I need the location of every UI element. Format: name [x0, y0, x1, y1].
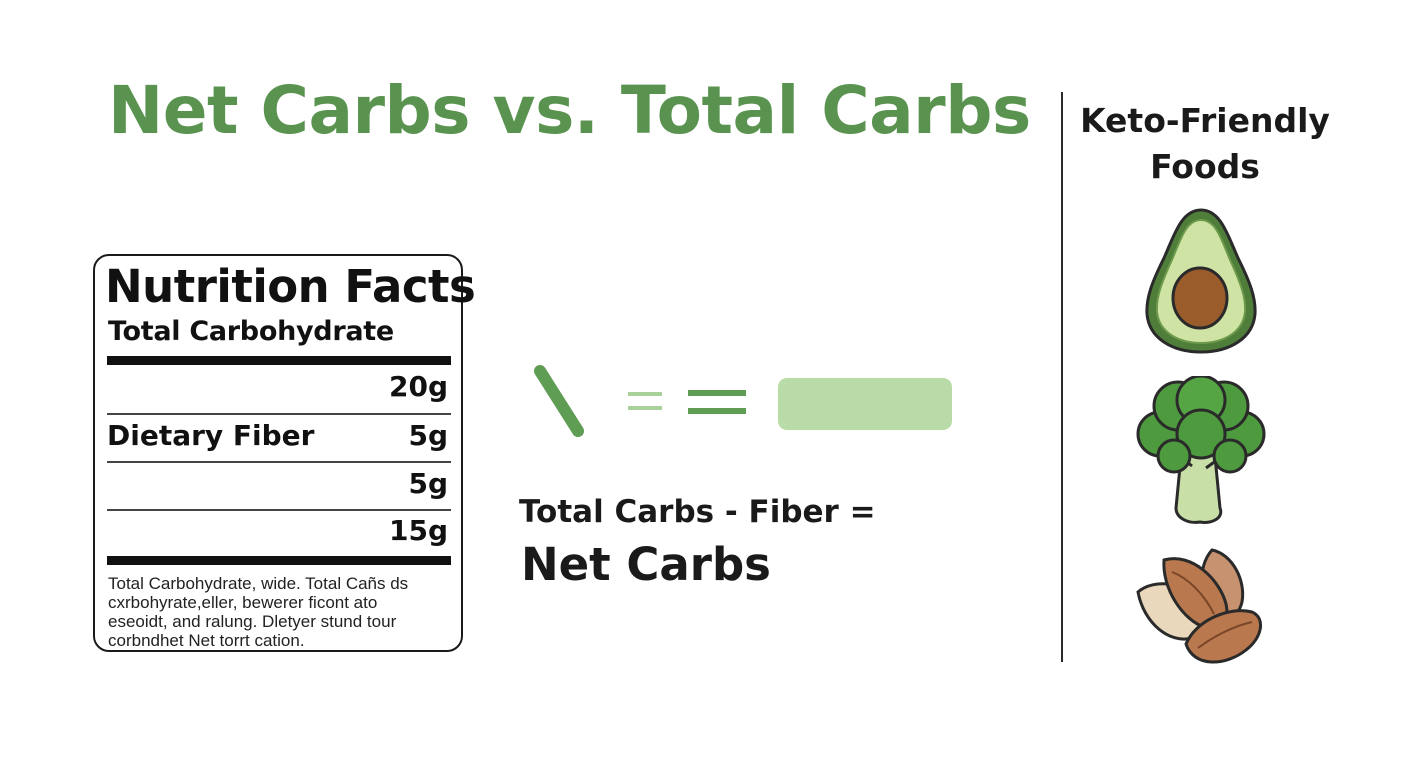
result-bar [778, 378, 952, 430]
nutrition-facts-label: Nutrition Facts Total Carbohydrate 20g D… [93, 254, 476, 652]
equals-top [688, 390, 746, 396]
broccoli-icon [1136, 376, 1266, 524]
keto-heading-line: Foods [1150, 147, 1260, 186]
formula-text: Total Carbs - Fiber = [519, 494, 876, 530]
equation-graphic [534, 365, 952, 437]
small-equals-bottom [628, 406, 662, 410]
minus-slash-icon [534, 365, 584, 437]
equals-bottom [688, 408, 746, 414]
nutrition-footnote: Total Carbohydrate, wide. Total Cañs ds … [108, 574, 454, 650]
keto-heading-line: Keto-Friendly [1080, 101, 1330, 140]
nutrition-facts-title: Nutrition Facts [105, 260, 476, 313]
thin-rule [107, 509, 451, 511]
net-carbs-value: 15g [388, 514, 448, 547]
thick-rule [107, 556, 451, 565]
total-carbs-value: 20g [388, 370, 448, 403]
footnote-line: Total Carbohydrate, wide. Total Cañs ds [108, 574, 409, 593]
dietary-fiber-value: 5g [408, 419, 448, 452]
thick-rule [107, 356, 451, 365]
thin-rule [107, 461, 451, 463]
almonds-icon [1136, 548, 1262, 664]
formula-result: Net Carbs [521, 538, 771, 591]
page-title: Net Carbs vs. Total Carbs [108, 72, 1031, 149]
footnote-line: cxrbohyrate,eller, bewerer ficont ato [108, 593, 378, 612]
small-equals-top [628, 392, 662, 396]
avocado-icon [1145, 208, 1257, 354]
thin-rule [107, 413, 451, 415]
keto-foods-heading: Keto-Friendly Foods [1080, 98, 1330, 190]
column-divider [1061, 92, 1063, 662]
dietary-fiber-label: Dietary Fiber [107, 419, 315, 452]
footnote-line: corbndhet Net torrt cation. [108, 631, 305, 650]
fiber-subtract-value: 5g [408, 467, 448, 500]
total-carbohydrate-heading: Total Carbohydrate [108, 316, 394, 347]
footnote-line: eseoidt, and ralung. Dletyer stund tour [108, 612, 397, 631]
